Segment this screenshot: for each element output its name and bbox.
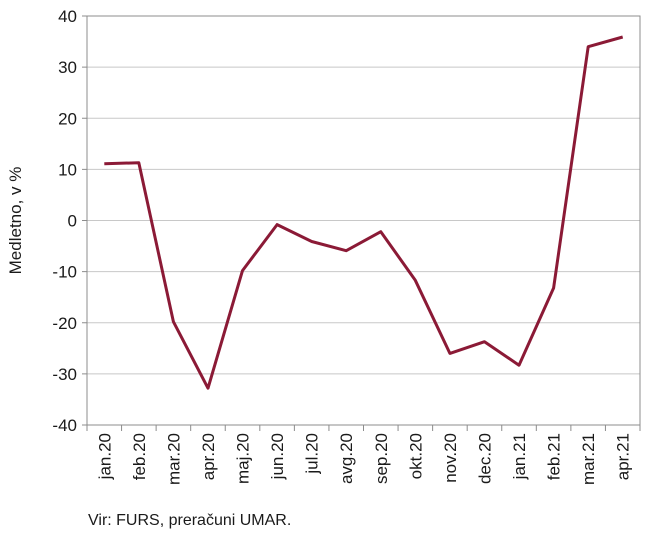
x-tick-label: okt.20	[406, 433, 425, 479]
y-tick-label: -10	[52, 263, 77, 282]
x-tick-label: jan.21	[510, 433, 529, 480]
y-tick-label: 20	[58, 109, 77, 128]
series-line	[104, 35, 624, 390]
x-tick-label: sep.20	[372, 433, 391, 484]
y-tick-label: 0	[68, 212, 77, 231]
x-tick-label: nov.20	[441, 433, 460, 483]
y-tick-label: 40	[58, 7, 77, 26]
x-tick-label: feb.20	[130, 433, 149, 480]
series-group	[104, 35, 624, 390]
x-tick-label: feb.21	[545, 433, 564, 480]
y-axis-ticks: -40 -30 -20 -10 0 10 20 30 40	[52, 7, 87, 435]
y-tick-label: 30	[58, 58, 77, 77]
x-tick-label: jun.20	[268, 433, 287, 480]
y-tick-label: -30	[52, 365, 77, 384]
x-tick-label: mar.20	[164, 433, 183, 485]
x-tick-label: mar.21	[579, 433, 598, 485]
y-tick-label: -40	[52, 416, 77, 435]
x-axis-ticks: jan.20 feb.20 mar.20 apr.20 maj.20 jun.20 jul.…	[86, 425, 641, 485]
x-tick-label: jul.20	[303, 433, 322, 475]
x-tick-label: dec.20	[475, 433, 494, 484]
gridlines	[87, 15, 640, 426]
x-tick-label: apr.20	[199, 433, 218, 480]
x-tick-label: avg.20	[337, 433, 356, 484]
y-axis-title: Medletno, v %	[6, 167, 25, 275]
x-tick-label: maj.20	[234, 433, 253, 484]
y-tick-label: -20	[52, 314, 77, 333]
x-tick-label: jan.20	[95, 433, 114, 480]
y-tick-label: 10	[58, 160, 77, 179]
source-note: Vir: FURS, preračuni UMAR.	[88, 512, 292, 529]
x-tick-label: apr.21	[614, 433, 633, 480]
